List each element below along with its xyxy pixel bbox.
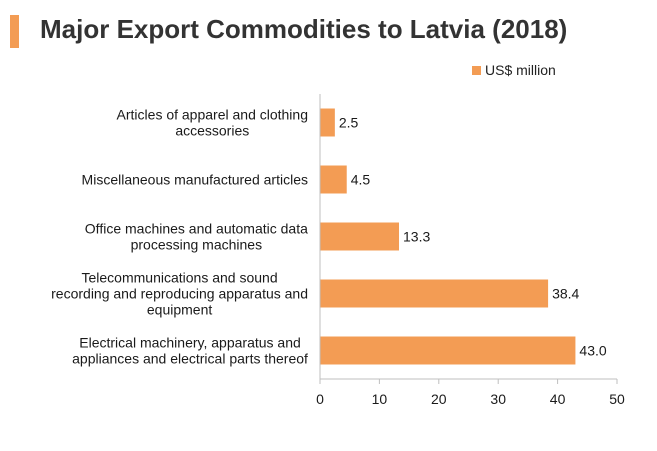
x-tick-label-40: 40 [550, 391, 566, 407]
category-label-3: Office machines and automatic data proces… [85, 221, 308, 253]
x-tick-label-20: 20 [431, 391, 447, 407]
category-label-5: Electrical machinery, apparatus and appli… [72, 335, 308, 367]
legend-swatch [472, 65, 481, 75]
data-label-3: 13.3 [403, 229, 430, 245]
data-label-1: 2.5 [339, 115, 359, 131]
legend-label: US$ million [485, 62, 556, 78]
category-label-4: Telecommunications and sound recording an… [51, 270, 308, 318]
title-accent-bar [10, 15, 19, 48]
bar-2 [320, 165, 347, 194]
legend: US$ million [472, 62, 556, 78]
x-tick-label-50: 50 [609, 391, 625, 407]
x-tick-label-10: 10 [372, 391, 388, 407]
x-tick-label-30: 30 [490, 391, 506, 407]
data-label-2: 4.5 [351, 172, 371, 188]
category-label-1: Articles of apparel and clothing accessor… [117, 107, 308, 139]
chart-title: Major Export Commodities to Latvia (2018… [40, 14, 568, 44]
bar-5 [320, 336, 576, 365]
x-tick-label-0: 0 [316, 391, 324, 407]
bar-1 [320, 108, 335, 137]
bar-3 [320, 222, 400, 251]
bar-4 [320, 279, 549, 308]
category-label-2: Miscellaneous manufactured articles [82, 172, 308, 188]
data-label-4: 38.4 [552, 286, 579, 302]
data-label-5: 43.0 [579, 343, 606, 359]
